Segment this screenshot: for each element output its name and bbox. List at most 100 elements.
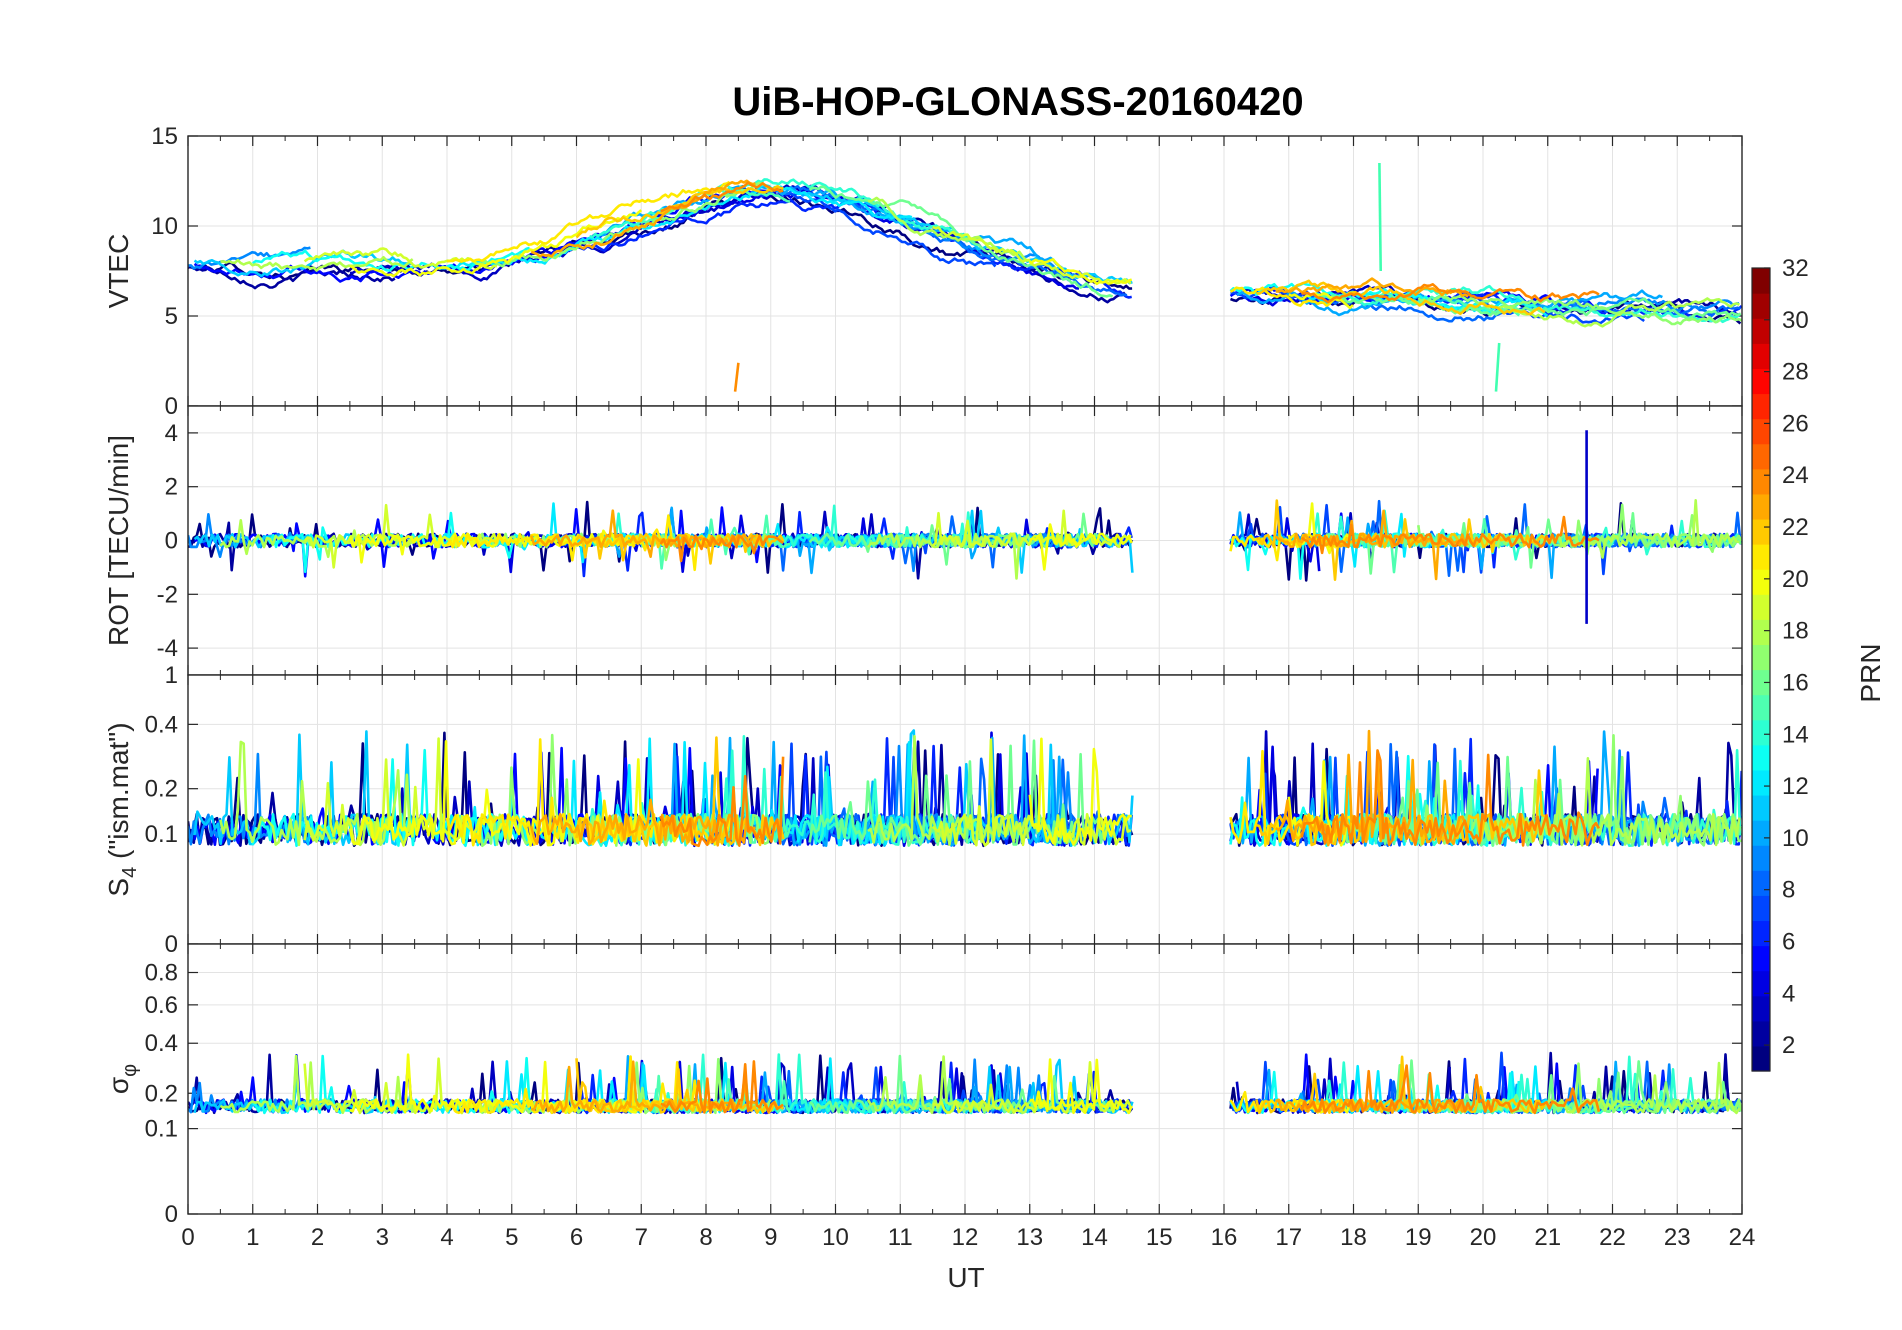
x-tick-label: 14	[1081, 1224, 1108, 1251]
colorbar-tick-label: 10	[1782, 825, 1809, 852]
colorbar-swatch	[1752, 845, 1770, 871]
y-axis-label: σφ	[103, 1064, 141, 1094]
y-tick-label: 0.2	[145, 776, 178, 803]
colorbar-swatch	[1752, 268, 1770, 294]
y-tick-label: 0.6	[145, 992, 178, 1019]
y-tick-label: 0.4	[145, 711, 178, 738]
colorbar-tick-label: 18	[1782, 618, 1809, 645]
series-line-prn-23	[530, 179, 756, 258]
series-line-prn-22	[575, 532, 785, 565]
y-tick-label: -4	[157, 635, 178, 662]
y-tick-label: -2	[157, 581, 178, 608]
colorbar-tick-label: 14	[1782, 721, 1809, 748]
x-tick-label: 1	[246, 1224, 259, 1251]
series-line-prn-24	[1300, 1064, 1601, 1115]
series-lines	[188, 162, 1742, 392]
panel-rot: -4 -2 0 2 4 ROT [TECU/min]	[103, 405, 1743, 676]
annotation-mark	[1378, 162, 1382, 272]
series-line-prn-19	[932, 1061, 1132, 1114]
series-line-prn-20	[1029, 523, 1133, 571]
y-tick-label: 0	[165, 393, 178, 420]
colorbar-swatch	[1752, 518, 1770, 545]
colorbar-tick-label: 28	[1782, 359, 1809, 386]
series-line-prn-18	[220, 255, 414, 272]
y-tick-label: 0.2	[145, 1080, 178, 1107]
y-tick-label: 2	[165, 474, 178, 501]
colorbar-swatch	[1752, 669, 1770, 696]
x-tick-label: 6	[570, 1224, 583, 1251]
series-line-prn-18	[866, 1055, 1030, 1115]
x-axis-label: UT	[947, 1262, 984, 1293]
x-tick-label: 2	[311, 1224, 324, 1251]
y-tick-label: 10	[151, 213, 178, 240]
panel-vtec: 0 5 10 15 VTEC	[103, 123, 1743, 420]
series-lines	[188, 1051, 1742, 1115]
x-tick-label: 16	[1211, 1224, 1238, 1251]
x-tick-label: 13	[1016, 1224, 1043, 1251]
chart-title: UiB-HOP-GLONASS-20160420	[732, 80, 1303, 124]
y-axis-label: S4 ("ism.mat")	[103, 722, 141, 896]
colorbar-tick-label: 26	[1782, 410, 1809, 437]
series-lines	[188, 430, 1742, 624]
x-tick-label: 18	[1340, 1224, 1367, 1251]
annotation-mark	[1494, 342, 1501, 392]
x-tick-label: 11	[888, 1224, 913, 1251]
colorbar-tick-label: 24	[1782, 462, 1809, 489]
y-tick-label: 15	[151, 123, 178, 150]
colorbar-tick-label: 22	[1782, 514, 1809, 541]
colorbar-frame	[1751, 267, 1771, 1072]
series-line-prn-24	[660, 1060, 784, 1114]
colorbar-swatch	[1752, 594, 1770, 620]
series-line-prn-9	[1566, 532, 1741, 549]
y-tick-label: 5	[165, 303, 178, 330]
series-line-prn-24	[659, 756, 785, 848]
series-line-prn-18	[867, 734, 1030, 846]
y-tick-label: 4	[165, 420, 178, 447]
series-line-prn-20	[1288, 292, 1354, 310]
colorbar-swatch	[1752, 343, 1770, 369]
colorbar-swatch	[1752, 293, 1770, 319]
colorbar-swatch	[1752, 719, 1770, 746]
series-line-prn-20	[1029, 1058, 1133, 1115]
colorbar-swatch	[1752, 794, 1770, 821]
colorbar-tick-label: 12	[1782, 773, 1809, 800]
colorbar-swatch	[1752, 619, 1770, 646]
series-line-prn-17	[1417, 294, 1742, 326]
y-tick-label: 0.4	[145, 1030, 178, 1057]
colorbar-swatch	[1752, 769, 1770, 796]
series-line-prn-24	[659, 534, 784, 563]
colorbar-swatch	[1752, 945, 1770, 972]
colorbar-swatch	[1752, 820, 1770, 846]
colorbar-swatch	[1752, 318, 1770, 344]
colorbar-swatch	[1752, 970, 1770, 997]
colorbar-tick-label: 30	[1782, 307, 1809, 334]
colorbar-swatch	[1752, 493, 1770, 520]
x-tick-label: 8	[699, 1224, 712, 1251]
axes-frame	[187, 943, 1743, 1215]
series-lines	[188, 729, 1742, 848]
colorbar-swatch	[1752, 544, 1770, 570]
x-tick-label: 24	[1729, 1224, 1756, 1251]
y-tick-label: 0	[165, 1201, 178, 1228]
colorbar-swatch	[1752, 569, 1770, 595]
colorbar-swatch	[1752, 393, 1770, 420]
series-line-prn-24	[660, 181, 784, 213]
panel-s4: 0 0.1 0.2 0.4 1 S4 ("ism.mat")	[103, 662, 1743, 958]
x-tick-label: 10	[822, 1224, 849, 1251]
colorbar-label: PRN	[1855, 643, 1886, 702]
series-line-prn-23	[530, 1060, 756, 1114]
colorbar-swatch	[1752, 1020, 1770, 1047]
colorbar-swatch	[1752, 895, 1770, 922]
colorbar-tick-label: 32	[1782, 255, 1809, 282]
x-tick-label: 17	[1275, 1224, 1302, 1251]
series-line-prn-24	[1301, 282, 1600, 304]
colorbar-tick-label: 16	[1782, 669, 1809, 696]
colorbar-swatch	[1752, 1045, 1770, 1072]
series-line-prn-23	[529, 798, 756, 847]
y-tick-label: 0	[165, 931, 178, 958]
x-tick-label: 9	[764, 1224, 777, 1251]
series-line-prn-20	[349, 209, 643, 278]
